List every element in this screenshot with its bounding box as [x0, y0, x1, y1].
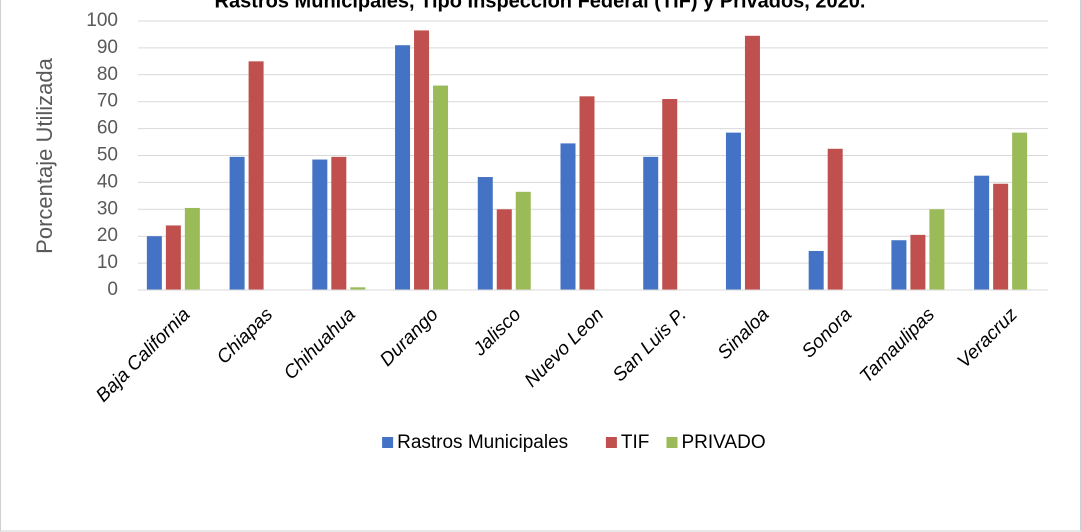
- chart-title: Rastros Municipales, Tipo Inspección Fed…: [215, 0, 866, 12]
- bar: [974, 175, 990, 290]
- y-axis-title: Porcentaje Utilizada: [32, 57, 57, 253]
- bar: [146, 236, 162, 290]
- bar: [560, 143, 576, 290]
- bar: [331, 156, 347, 290]
- legend-label: PRIVADO: [682, 432, 766, 453]
- bar: [579, 96, 595, 290]
- bar: [350, 287, 366, 290]
- bar: [891, 240, 907, 290]
- bar: [433, 85, 449, 290]
- bar: [1012, 132, 1028, 290]
- legend-swatch: [382, 437, 394, 448]
- bar: [643, 156, 659, 290]
- bar: [910, 234, 926, 290]
- y-tick-label: 90: [97, 37, 118, 58]
- bar: [184, 207, 200, 290]
- legend-label: Rastros Municipales: [397, 432, 568, 453]
- bar: [827, 148, 843, 290]
- y-tick-label: 70: [97, 91, 118, 112]
- y-tick-label: 80: [97, 64, 118, 85]
- y-tick-label: 60: [97, 118, 118, 139]
- y-tick-label: 100: [86, 10, 118, 31]
- legend-swatch: [605, 437, 617, 448]
- bar: [993, 183, 1009, 290]
- bar: [662, 99, 678, 290]
- legend-label: TIF: [621, 432, 650, 453]
- bar: [165, 225, 181, 290]
- bar: [414, 30, 430, 290]
- bar: [929, 209, 945, 290]
- y-tick-label: 10: [97, 252, 118, 273]
- bar: [496, 209, 512, 290]
- bar: [808, 250, 824, 290]
- legend-swatch: [666, 437, 678, 448]
- y-tick-label: 30: [97, 198, 118, 219]
- bar: [515, 191, 531, 290]
- y-tick-label: 20: [97, 225, 118, 246]
- bar: [477, 177, 493, 290]
- y-tick-label: 50: [97, 145, 118, 166]
- y-tick-label: 0: [107, 279, 118, 300]
- bar: [395, 45, 411, 291]
- bar: [248, 61, 264, 290]
- bar: [725, 132, 741, 290]
- bar: [229, 156, 245, 290]
- bar: [744, 35, 760, 290]
- y-tick-label: 40: [97, 171, 118, 192]
- bar: [312, 159, 328, 290]
